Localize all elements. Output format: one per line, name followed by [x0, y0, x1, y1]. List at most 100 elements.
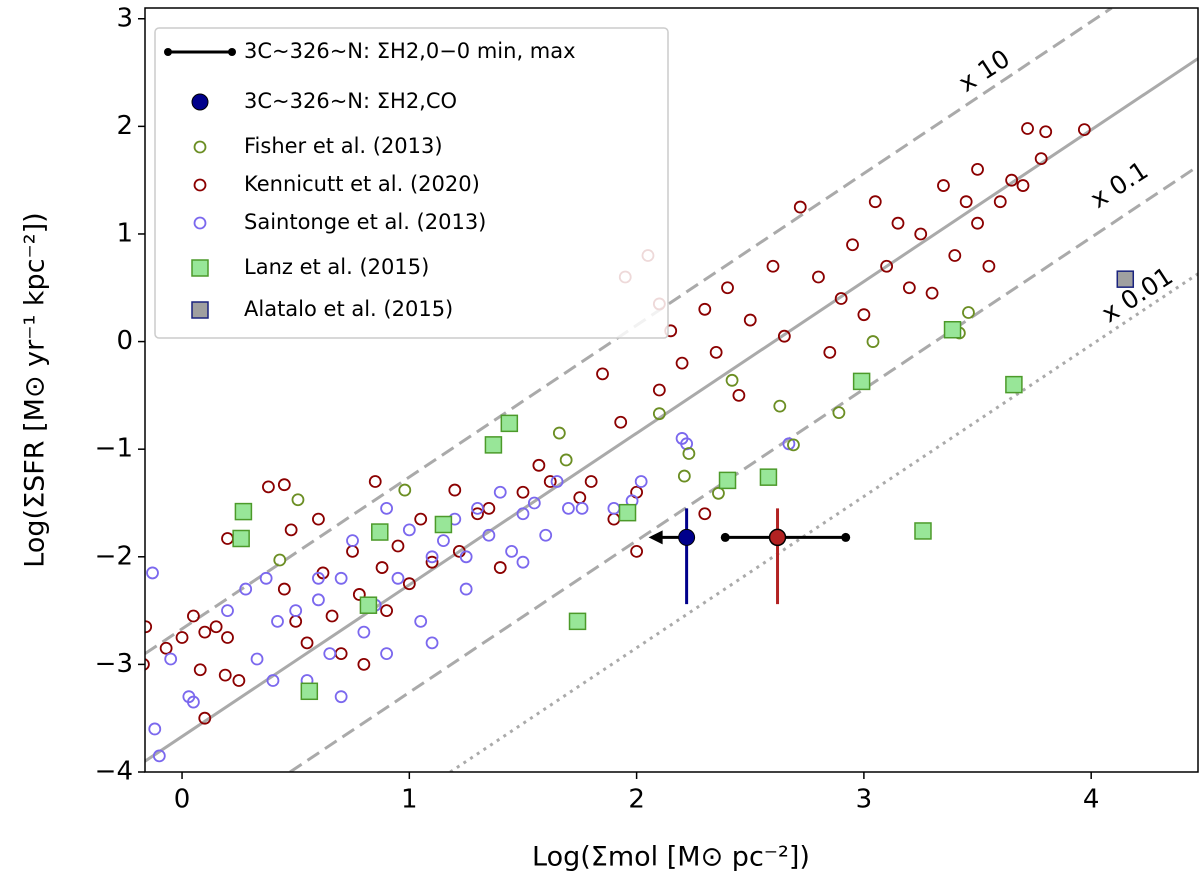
- legend-swatch: [191, 93, 209, 111]
- data-point: [471, 507, 484, 521]
- data-point: [971, 216, 984, 230]
- data-point: [391, 539, 405, 553]
- data-point: [812, 270, 825, 284]
- data-point: [234, 502, 253, 521]
- data-point: [852, 372, 871, 391]
- data-point: [720, 532, 730, 542]
- data-point: [1077, 123, 1091, 136]
- data-point: [391, 571, 405, 585]
- data-point: [505, 545, 519, 558]
- data-point: [218, 668, 232, 682]
- data-point: [239, 582, 253, 596]
- data-point: [346, 534, 359, 548]
- data-point: [232, 674, 246, 687]
- y-tick-label: −3: [95, 649, 133, 679]
- data-point: [630, 545, 644, 558]
- data-point: [325, 609, 339, 623]
- y-axis-label: Log(ΣSFR [M⊙ yr⁻¹ kpc⁻²]): [20, 212, 51, 567]
- data-point: [375, 561, 389, 574]
- data-point: [250, 652, 264, 666]
- y-tick-label: 0: [116, 326, 133, 356]
- data-point: [425, 555, 439, 569]
- data-point: [273, 553, 287, 567]
- data-point: [414, 512, 428, 526]
- data-point: [721, 281, 734, 295]
- data-point: [259, 571, 273, 585]
- data-point: [175, 631, 189, 644]
- data-point: [493, 561, 507, 574]
- data-point: [971, 163, 984, 176]
- data-point: [148, 722, 162, 736]
- data-point: [846, 238, 859, 252]
- data-point: [448, 483, 462, 497]
- legend-swatch: [193, 140, 207, 154]
- data-point: [398, 483, 412, 497]
- data-point: [198, 625, 212, 639]
- data-point: [841, 532, 851, 542]
- relation-line: [145, 57, 1198, 763]
- data-point: [914, 522, 932, 540]
- data-point: [516, 555, 530, 569]
- data-point: [777, 329, 791, 343]
- data-point: [193, 663, 207, 677]
- data-point: [539, 528, 553, 542]
- data-point: [152, 749, 166, 763]
- data-point: [300, 636, 314, 650]
- data-point: [568, 612, 587, 631]
- y-tick-label: −2: [95, 541, 133, 571]
- data-point: [221, 604, 234, 617]
- data-point: [718, 471, 737, 490]
- data-point: [380, 501, 394, 515]
- data-point: [698, 507, 712, 521]
- data-point: [959, 195, 973, 209]
- data-point: [559, 453, 573, 467]
- data-point: [146, 566, 159, 580]
- y-tick-label: 3: [116, 3, 133, 33]
- data-point: [712, 486, 725, 500]
- data-point: [359, 596, 378, 614]
- data-point: [312, 512, 325, 526]
- data-point: [277, 478, 291, 492]
- legend-swatch: [191, 259, 209, 277]
- relation-line: [289, 164, 1198, 772]
- plot-content: [145, 8, 1198, 772]
- legend-swatch: [193, 216, 207, 230]
- data-point: [675, 356, 689, 370]
- data-point: [866, 335, 880, 348]
- data-point: [584, 475, 598, 488]
- data-point: [1116, 270, 1135, 288]
- limit-arrow-head: [648, 530, 663, 545]
- data-point: [380, 604, 394, 617]
- data-point: [482, 528, 496, 542]
- data-point: [925, 286, 939, 300]
- data-point: [334, 571, 348, 585]
- data-point: [768, 528, 787, 547]
- data-point: [834, 292, 848, 305]
- data-point: [291, 493, 305, 507]
- data-point: [857, 308, 871, 322]
- data-point: [902, 281, 916, 295]
- data-point: [596, 367, 609, 381]
- legend-swatch: [193, 178, 207, 192]
- data-point: [300, 682, 319, 701]
- data-point: [766, 259, 780, 273]
- data-point: [402, 577, 416, 591]
- data-point: [1034, 152, 1048, 166]
- data-point: [562, 501, 575, 515]
- data-point: [221, 631, 234, 644]
- legend-swatch: [191, 301, 209, 319]
- data-point: [759, 468, 778, 486]
- legend-box: [154, 27, 669, 339]
- data-point: [500, 414, 519, 433]
- data-point: [209, 620, 223, 634]
- data-point: [437, 534, 450, 548]
- data-point: [725, 373, 739, 387]
- data-point: [1021, 122, 1034, 135]
- data-point: [357, 657, 371, 671]
- data-point: [352, 588, 366, 601]
- data-point: [459, 550, 473, 564]
- data-point: [962, 306, 975, 319]
- data-point: [1005, 375, 1023, 394]
- data-point: [943, 320, 962, 339]
- data-point: [159, 641, 173, 655]
